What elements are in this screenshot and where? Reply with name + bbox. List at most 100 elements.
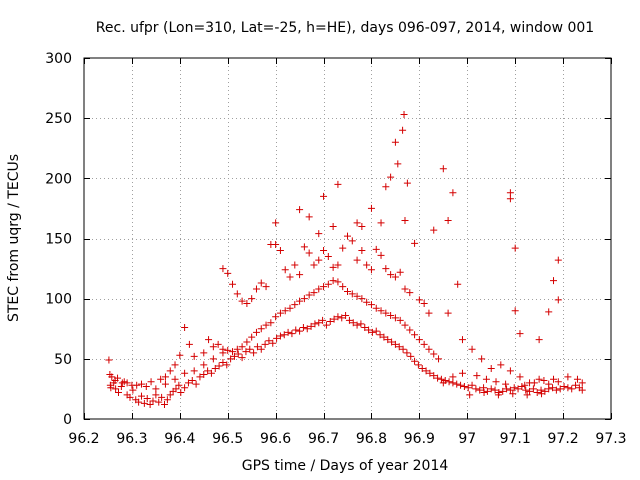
data-point [363, 261, 371, 269]
data-point [311, 320, 319, 328]
data-point [506, 195, 514, 203]
data-point [219, 358, 227, 366]
data-point [190, 352, 198, 360]
data-point [273, 334, 281, 342]
data-point [514, 385, 522, 393]
data-point [334, 278, 342, 286]
data-point [406, 289, 414, 297]
data-point [344, 232, 351, 240]
data-point [276, 332, 284, 340]
data-point [418, 364, 426, 372]
data-point [444, 216, 452, 224]
data-point [269, 339, 277, 347]
data-point [303, 325, 311, 333]
data-point [560, 383, 568, 391]
y-tick-label: 100 [45, 292, 72, 308]
data-point [478, 355, 486, 363]
data-point [175, 381, 183, 389]
data-point [207, 369, 215, 377]
data-point [568, 385, 576, 393]
data-point [411, 331, 419, 339]
data-point [296, 271, 304, 279]
data-point [339, 283, 347, 291]
data-point [523, 391, 531, 399]
data-point [209, 355, 217, 363]
data-point [464, 384, 472, 392]
y-tick-labels: 0 50 100 150 200 250 300 [45, 51, 72, 428]
data-point [219, 345, 227, 353]
data-point [300, 243, 308, 251]
data-point [503, 385, 511, 393]
data-point [564, 384, 572, 392]
data-point [190, 367, 198, 375]
data-point [377, 219, 385, 227]
data-point [353, 219, 361, 227]
data-point [552, 386, 560, 394]
data-point [554, 296, 562, 304]
data-point [358, 247, 366, 255]
data-point [315, 256, 323, 264]
data-point [578, 379, 586, 387]
data-point [276, 309, 284, 317]
grid [84, 58, 611, 419]
data-point [117, 383, 125, 391]
data-point [246, 345, 254, 353]
data-point [310, 261, 318, 269]
data-point [196, 373, 204, 381]
data-point [425, 309, 433, 317]
data-point [395, 343, 403, 351]
data-point [322, 321, 330, 329]
data-point [406, 326, 414, 334]
data-point [265, 337, 273, 345]
data-point [453, 380, 461, 388]
data-point [437, 375, 445, 383]
data-point [114, 389, 122, 397]
data-point [396, 268, 404, 276]
data-point [578, 386, 586, 394]
data-point [284, 328, 292, 336]
x-tick-labels: 96.2 96.3 96.4 96.5 96.6 96.7 96.8 96.9 97 97.1 97… [68, 431, 626, 447]
data-point [382, 309, 390, 317]
data-point [291, 301, 299, 309]
data-point [445, 378, 453, 386]
data-point [345, 316, 353, 324]
data-point [305, 249, 313, 257]
data-point [342, 312, 350, 320]
data-point [449, 189, 457, 197]
data-point [506, 367, 514, 375]
x-tick-label: 96.7 [308, 431, 339, 447]
data-point [223, 361, 231, 369]
x-tick-label: 96.5 [212, 431, 243, 447]
data-point [439, 379, 447, 387]
data-point [425, 345, 433, 353]
data-point [227, 355, 235, 363]
x-tick-label: 96.8 [356, 431, 387, 447]
data-point [292, 326, 300, 334]
plot-frame [83, 57, 612, 420]
data-point [149, 397, 157, 405]
data-point [400, 111, 408, 119]
x-tick-label: 97.2 [548, 431, 579, 447]
data-point [106, 381, 114, 389]
data-point [439, 165, 447, 173]
data-point [538, 390, 546, 398]
data-point [509, 390, 517, 398]
data-point [368, 328, 376, 336]
data-point [391, 314, 399, 322]
data-point [372, 245, 380, 253]
data-point [320, 283, 328, 291]
chart-title: Rec. ufpr (Lon=310, Lat=-25, h=HE), days… [96, 20, 594, 36]
x-tick-label: 96.9 [404, 431, 435, 447]
data-point [219, 265, 227, 273]
data-point [248, 295, 256, 303]
data-point [238, 297, 246, 305]
data-point [572, 381, 580, 389]
data-point [233, 290, 241, 298]
data-point [310, 289, 318, 297]
data-point [372, 304, 380, 312]
data-point [399, 126, 407, 134]
data-point [326, 318, 334, 326]
data-point [377, 251, 385, 259]
data-point [339, 244, 347, 252]
data-point [166, 367, 174, 375]
